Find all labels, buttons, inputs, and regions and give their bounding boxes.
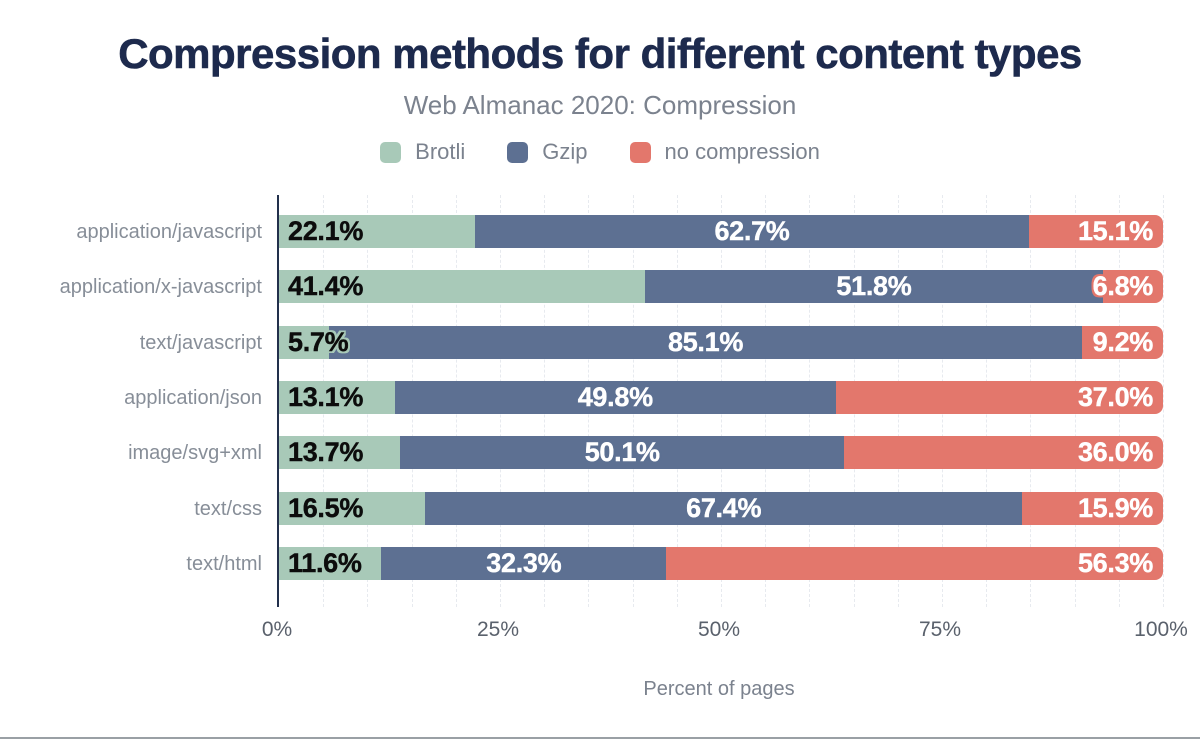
gridline: [1163, 195, 1164, 607]
legend-swatch: [380, 141, 402, 163]
bar-segment-no-compression: [1029, 215, 1163, 248]
category-label: image/svg+xml: [128, 441, 262, 464]
bar-value-label: 56.3%: [1077, 548, 1154, 578]
bar-segment-no-compression: [1022, 492, 1163, 525]
bar-value-label: 6.8%: [1092, 271, 1153, 301]
legend: Brotli Gzip no compression: [0, 139, 1200, 165]
bar-row: 13.7% 50.1% 36.0%: [279, 436, 1163, 469]
bar-value-label: 51.8%: [836, 271, 912, 301]
bar-value-label: 41.4%: [288, 271, 364, 301]
bar-segment-brotli: [279, 547, 382, 580]
bar-value-label: 22.1%: [288, 216, 364, 246]
bar-segment-gzip: [425, 492, 1023, 525]
x-tick-label: 25%: [476, 618, 520, 641]
legend-label: no compression: [664, 139, 820, 164]
bar-segment-no-compression: [666, 547, 1163, 580]
category-label: text/html: [186, 552, 262, 575]
bar-row: 16.5% 67.4% 15.9%: [279, 492, 1163, 525]
bar-value-label: 85.1%: [667, 327, 744, 357]
bar-row: 13.1% 49.8% 37.0%: [279, 381, 1163, 414]
bar-value-label: 32.3%: [486, 548, 562, 578]
bar-segment-brotli: [279, 492, 426, 525]
bar-segment-gzip: [644, 270, 1103, 303]
bar-segment-gzip: [400, 436, 845, 469]
bar-value-label: 62.7%: [714, 216, 790, 246]
bar-value-label: 16.5%: [288, 493, 364, 523]
category-label: text/javascript: [139, 331, 262, 354]
bar-value-label: 15.1%: [1077, 216, 1154, 246]
bar-value-label: 49.8%: [577, 382, 654, 412]
bar-row: 5.7% 85.1% 9.2%: [279, 326, 1163, 359]
bar-segment-brotli: [279, 381, 395, 414]
bar-segment-gzip: [474, 215, 1030, 248]
bar-row: 41.4% 51.8% 6.8%: [279, 270, 1163, 303]
x-axis-tick-labels: 0% 25% 50% 75% 100%: [262, 618, 1188, 644]
bar-value-label: 9.2%: [1092, 327, 1153, 357]
bar-segment-no-compression: [1102, 270, 1163, 303]
bar-segment-gzip: [394, 381, 836, 414]
legend-swatch: [507, 141, 529, 163]
legend-item: Gzip: [507, 139, 588, 165]
bar-value-label: 36.0%: [1077, 437, 1154, 467]
bar-segment-no-compression: [1081, 326, 1163, 359]
bar-segment-gzip: [329, 326, 1082, 359]
bar-value-label: 37.0%: [1077, 382, 1154, 412]
bar-row: 22.1% 62.7% 15.1%: [279, 215, 1163, 248]
bar-value-label: 13.7%: [288, 437, 364, 467]
bar-value-label: 50.1%: [584, 437, 661, 467]
bar-segment-no-compression: [835, 381, 1163, 414]
bar-segment-no-compression: [844, 436, 1163, 469]
legend-label: Gzip: [542, 139, 588, 164]
bar-segment-brotli: [279, 326, 330, 359]
bar-row: 11.6% 32.3% 56.3%: [279, 547, 1163, 580]
x-axis-title: Percent of pages: [643, 678, 795, 700]
bar-segment-brotli: [279, 436, 401, 469]
category-label: application/x-javascript: [59, 275, 262, 298]
chart-subtitle: Web Almanac 2020: Compression: [403, 90, 797, 120]
legend-item: no compression: [629, 139, 820, 165]
bar-value-label: 13.1%: [288, 382, 364, 412]
category-label: application/javascript: [76, 220, 262, 243]
bar-value-label: 15.9%: [1077, 493, 1154, 523]
category-label: text/css: [194, 497, 262, 520]
bar-value-label: 67.4%: [686, 493, 762, 523]
bar-value-label: 11.6%: [288, 548, 362, 578]
x-tick-label: 50%: [697, 618, 741, 641]
x-tick-label: 100%: [1134, 618, 1188, 641]
bottom-divider: [0, 737, 1200, 739]
x-tick-label: 0%: [261, 618, 293, 641]
category-label: application/json: [124, 386, 262, 409]
plot-area: 22.1% 62.7% 15.1% 41.4% 51.8% 6.8% 5.7% 85.1% 9.…: [277, 195, 1164, 607]
legend-swatch: [629, 141, 651, 163]
bar-segment-gzip: [381, 547, 667, 580]
x-tick-label: 75%: [918, 618, 962, 641]
bar-segment-brotli: [279, 215, 475, 248]
bar-segment-brotli: [279, 270, 645, 303]
legend-item: Brotli: [380, 139, 465, 165]
legend-label: Brotli: [415, 139, 466, 164]
chart-title: Compression methods for different conten…: [118, 30, 1083, 78]
bar-value-label: 5.7%: [288, 327, 349, 357]
